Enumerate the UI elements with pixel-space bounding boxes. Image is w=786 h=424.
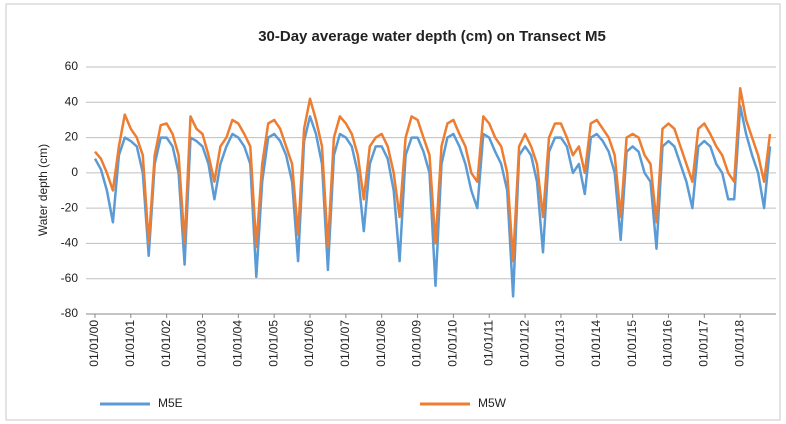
legend-label: M5W: [478, 396, 507, 410]
x-tick-label: 01/01/14: [589, 320, 603, 367]
y-tick-label: 0: [71, 165, 78, 179]
chart-frame: [5, 3, 781, 421]
legend-label: M5E: [158, 396, 183, 410]
x-tick-label: 01/01/05: [266, 320, 280, 367]
x-tick-label: 01/01/06: [302, 320, 316, 367]
x-tick-label: 01/01/09: [410, 320, 424, 367]
x-tick-label: 01/01/00: [87, 320, 101, 367]
y-tick-label: 20: [65, 130, 79, 144]
y-tick-label: -60: [61, 271, 79, 285]
x-tick-label: 01/01/18: [732, 320, 746, 367]
y-axis-label: Water depth (cm): [36, 144, 50, 236]
x-tick-label: 01/01/15: [625, 320, 639, 367]
x-tick-label: 01/01/01: [123, 320, 137, 367]
y-tick-label: -80: [61, 306, 79, 320]
x-tick-label: 01/01/10: [446, 320, 460, 367]
x-tick-label: 01/01/03: [195, 320, 209, 367]
x-tick-label: 01/01/11: [481, 320, 495, 366]
y-tick-label: -20: [61, 200, 79, 214]
x-tick-label: 01/01/13: [553, 320, 567, 367]
x-tick-label: 01/01/17: [696, 320, 710, 367]
x-tick-label: 01/01/02: [159, 320, 173, 367]
y-tick-label: -40: [61, 236, 79, 250]
y-tick-label: 60: [65, 59, 79, 73]
x-tick-label: 01/01/12: [517, 320, 531, 367]
chart-title: 30-Day average water depth (cm) on Trans…: [258, 28, 606, 45]
x-tick-label: 01/01/04: [231, 320, 245, 367]
x-tick-label: 01/01/16: [661, 320, 675, 367]
x-tick-label: 01/01/07: [338, 320, 352, 367]
series-line: [94, 86, 772, 263]
y-tick-label: 40: [65, 94, 79, 108]
x-tick-label: 01/01/08: [374, 320, 388, 367]
series-line: [93, 104, 772, 298]
